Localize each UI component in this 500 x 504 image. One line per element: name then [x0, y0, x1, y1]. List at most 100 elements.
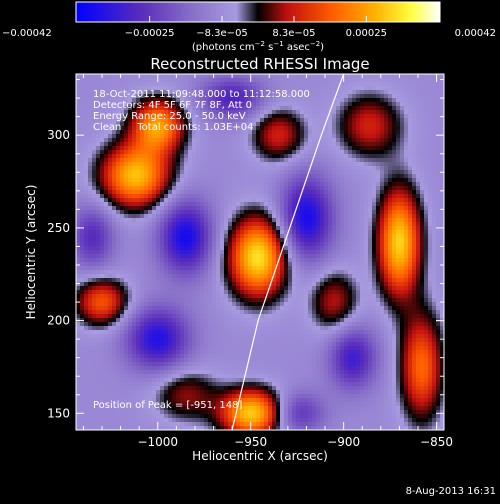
heatmap-cell — [304, 198, 309, 203]
heatmap-cell — [252, 250, 257, 255]
heatmap-cell — [332, 110, 337, 115]
heatmap-cell — [428, 270, 433, 275]
heatmap-cell — [280, 174, 285, 179]
heatmap-cell — [260, 78, 265, 83]
heatmap-cell — [416, 258, 421, 263]
heatmap-cell — [296, 250, 301, 255]
heatmap-cell — [368, 126, 373, 131]
heatmap-cell — [328, 134, 333, 139]
heatmap-cell — [296, 170, 301, 175]
heatmap-cell — [276, 106, 281, 111]
heatmap-cell — [424, 142, 429, 147]
heatmap-cell — [200, 226, 205, 231]
heatmap-cell — [76, 138, 81, 143]
heatmap-cell — [88, 202, 93, 207]
heatmap-cell — [300, 222, 305, 227]
heatmap-cell — [408, 86, 413, 91]
heatmap-cell — [240, 178, 245, 183]
heatmap-cell — [240, 282, 245, 287]
heatmap-cell — [92, 226, 97, 231]
heatmap-cell — [324, 98, 329, 103]
heatmap-cell — [240, 278, 245, 283]
heatmap-cell — [104, 138, 109, 143]
heatmap-cell — [236, 242, 241, 247]
heatmap-cell — [416, 198, 421, 203]
heatmap-cell — [204, 74, 209, 79]
heatmap-cell — [144, 218, 149, 223]
heatmap-cell — [416, 110, 421, 115]
heatmap-cell — [328, 98, 333, 103]
heatmap-cell — [148, 278, 153, 283]
heatmap-cell — [388, 86, 393, 91]
heatmap-cell — [352, 194, 357, 199]
heatmap-cell — [352, 86, 357, 91]
heatmap-cell — [276, 206, 281, 211]
heatmap-cell — [356, 278, 361, 283]
heatmap-cell — [120, 150, 125, 155]
heatmap-cell — [88, 218, 93, 223]
heatmap-cell — [300, 242, 305, 247]
heatmap-cell — [128, 162, 133, 167]
heatmap-cell — [428, 138, 433, 143]
heatmap-cell — [352, 146, 357, 151]
heatmap-cell — [292, 266, 297, 271]
heatmap-cell — [408, 202, 413, 207]
heatmap-cell — [272, 226, 277, 231]
heatmap-cell — [304, 142, 309, 147]
heatmap-cell — [140, 214, 145, 219]
heatmap-cell — [220, 254, 225, 259]
heatmap-cell — [348, 146, 353, 151]
heatmap-cell — [104, 278, 109, 283]
heatmap-cell — [232, 190, 237, 195]
heatmap-cell — [436, 246, 441, 251]
heatmap-cell — [388, 238, 393, 243]
heatmap-cell — [328, 206, 333, 211]
heatmap-cell — [336, 98, 341, 103]
heatmap-cell — [228, 230, 233, 235]
heatmap-cell — [92, 198, 97, 203]
heatmap-cell — [112, 78, 117, 83]
heatmap-cell — [284, 162, 289, 167]
heatmap-cell — [308, 266, 313, 271]
heatmap-cell — [88, 190, 93, 195]
heatmap-cell — [360, 182, 365, 187]
heatmap-cell — [136, 82, 141, 87]
heatmap-cell — [436, 110, 441, 115]
heatmap-cell — [308, 218, 313, 223]
heatmap-cell — [380, 158, 385, 163]
heatmap-cell — [84, 226, 89, 231]
heatmap-cell — [428, 106, 433, 111]
heatmap-cell — [160, 170, 165, 175]
heatmap-cell — [384, 142, 389, 147]
heatmap-cell — [216, 150, 221, 155]
heatmap-cell — [88, 158, 93, 163]
heatmap-cell — [360, 78, 365, 83]
heatmap-cell — [228, 190, 233, 195]
heatmap-cell — [292, 202, 297, 207]
heatmap-cell — [364, 126, 369, 131]
heatmap-cell — [404, 122, 409, 127]
heatmap-cell — [120, 202, 125, 207]
heatmap-cell — [216, 230, 221, 235]
heatmap-cell — [124, 258, 129, 263]
heatmap-cell — [376, 170, 381, 175]
heatmap-cell — [240, 234, 245, 239]
heatmap-cell — [372, 158, 377, 163]
heatmap-cell — [88, 114, 93, 119]
heatmap-cell — [396, 258, 401, 263]
heatmap-cell — [112, 250, 117, 255]
heatmap-cell — [96, 234, 101, 239]
heatmap-cell — [256, 82, 261, 87]
heatmap-cell — [364, 82, 369, 87]
heatmap-cell — [164, 206, 169, 211]
heatmap-cell — [252, 266, 257, 271]
heatmap-cell — [240, 146, 245, 151]
heatmap-cell — [156, 190, 161, 195]
heatmap-cell — [352, 198, 357, 203]
heatmap-cell — [156, 198, 161, 203]
heatmap-cell — [316, 74, 321, 79]
heatmap-cell — [180, 202, 185, 207]
heatmap-cell — [380, 186, 385, 191]
heatmap-cell — [212, 222, 217, 227]
heatmap-cell — [264, 130, 269, 135]
